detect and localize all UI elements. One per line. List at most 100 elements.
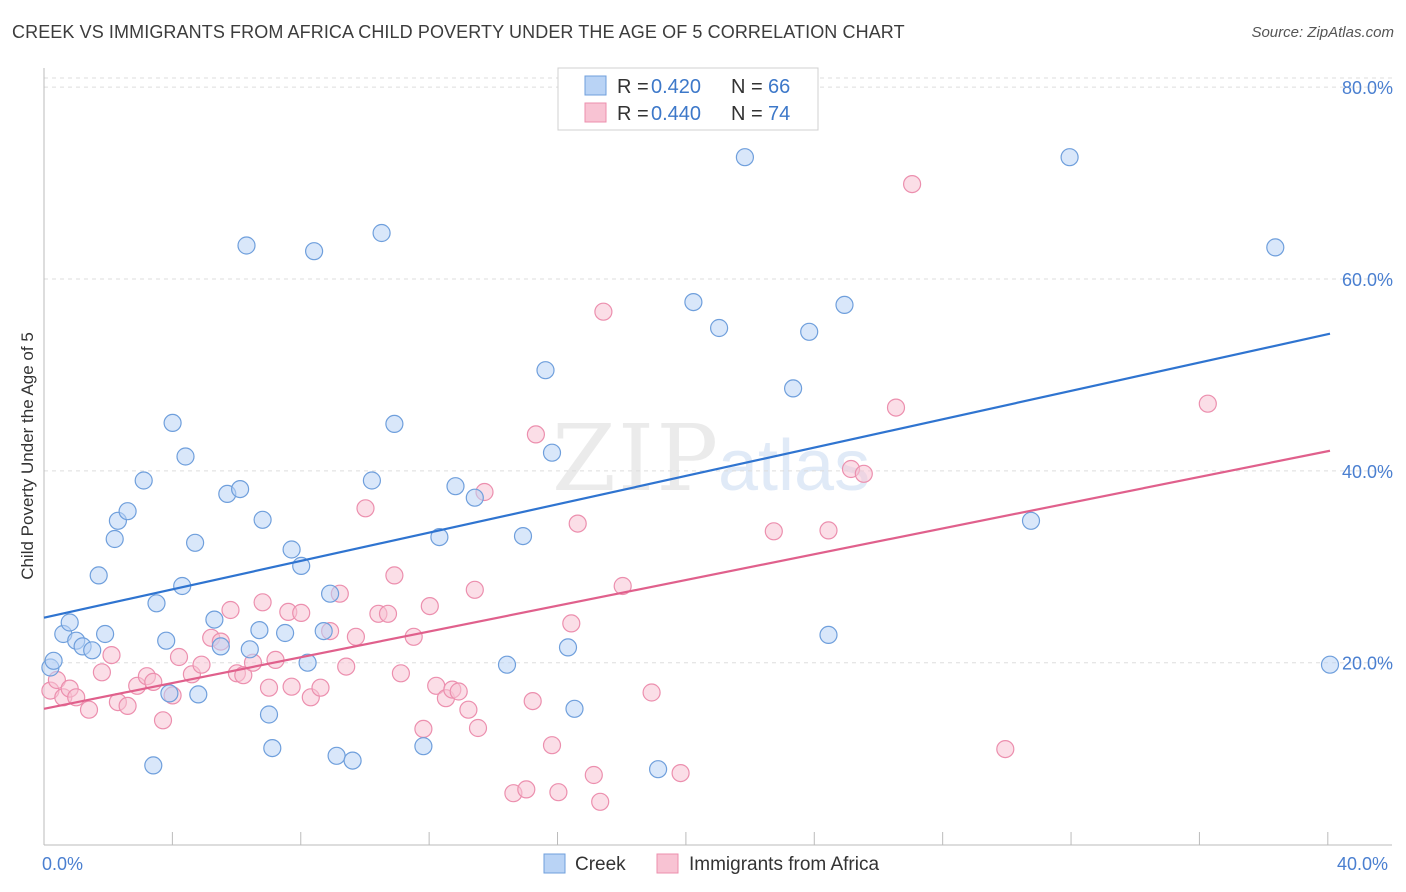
creek-point-53 [565,699,584,718]
africa-point-17 [192,655,211,674]
creek-point-9 [105,529,124,549]
creek-point-47 [465,488,484,507]
bottom-legend-label-creek: Creek [575,854,626,875]
africa-point-29 [292,603,311,623]
africa-point-20 [221,600,240,620]
africa-point-43 [420,596,439,616]
creek-point-64 [1266,238,1285,257]
africa-point-58 [562,614,581,633]
bottom-legend-swatch-creek [543,853,566,874]
legend-r-label-africa: R = [617,103,649,125]
creek-point-45 [430,527,449,547]
creek-point-29 [253,510,272,529]
africa-trend-line [43,449,1331,710]
y-tick-label-20: 20.0% [1342,654,1393,674]
africa-point-40 [391,664,410,683]
creek-point-30 [259,705,279,724]
africa-point-65 [671,763,690,783]
bottom-legend: Creek Immigrants from Africa [543,853,879,875]
creek-point-54 [648,760,668,779]
creek-point-13 [144,756,163,775]
creek-point-37 [314,621,333,641]
africa-point-60 [584,765,603,785]
africa-point-48 [459,700,478,719]
creek-point-11 [118,502,137,521]
x-tick-label-max: 40.0% [1337,854,1388,874]
creek-point-27 [240,640,259,659]
africa-point-73 [1198,394,1217,413]
creek-point-3 [60,613,79,632]
creek-point-21 [189,685,208,704]
creek-point-58 [783,379,803,398]
creek-point-42 [372,223,391,243]
africa-point-26 [266,650,285,670]
africa-point-71 [902,175,922,194]
legend-r-value-creek: 0.420 [651,76,701,98]
x-axis-ticks [43,832,1329,845]
creek-point-6 [83,641,102,660]
africa-point-57 [549,783,568,802]
creek-point-26 [237,236,256,255]
creek-point-23 [211,637,230,656]
creek-point-39 [327,746,346,765]
creek-point-28 [250,620,269,640]
africa-point-5 [79,700,99,719]
africa-point-39 [385,566,404,585]
creek-point-65 [1320,655,1340,674]
africa-point-56 [542,736,562,755]
africa-point-42 [414,719,433,739]
africa-point-38 [378,604,398,623]
bottom-legend-label-africa: Immigrants from Africa [689,854,879,875]
creek-point-49 [513,526,533,546]
y-tick-label-80: 80.0% [1342,78,1393,98]
y-axis-title: Child Poverty Under the Age of 5 [18,332,37,580]
watermark-zip: ZIP [552,405,720,512]
legend-n-value-creek: 66 [768,76,790,98]
africa-point-22 [234,666,253,685]
africa-point-13 [153,711,173,730]
trend-lines [43,332,1331,710]
africa-point-15 [169,647,189,667]
chart-title: CREEK VS IMMIGRANTS FROM AFRICA CHILD PO… [12,22,905,42]
africa-point-50 [468,718,488,738]
creek-point-43 [385,414,404,433]
creek-point-25 [231,480,250,499]
africa-point-59 [568,514,587,533]
africa-point-47 [449,682,468,701]
creek-point-60 [819,625,838,645]
africa-point-69 [854,464,873,483]
creek-point-12 [134,471,153,490]
creek-point-46 [446,477,465,496]
creek-point-22 [205,610,224,629]
legend-r-value-africa: 0.440 [651,103,701,125]
africa-point-62 [594,302,613,321]
creek-point-19 [176,447,195,466]
creek-point-17 [163,413,182,432]
legend-n-label-africa: N = [731,103,763,125]
creek-point-15 [157,631,176,650]
africa-point-54 [523,691,542,711]
gridlines [44,77,1392,664]
africa-point-35 [346,627,365,646]
creek-point-41 [362,471,381,490]
africa-point-61 [591,792,610,811]
creek-point-38 [321,584,340,603]
creek-point-33 [282,540,301,559]
creek-point-44 [414,737,433,756]
creek-point-32 [276,623,295,643]
creek-point-20 [186,533,205,552]
legend-n-label-creek: N = [731,76,763,98]
creek-point-48 [497,655,517,674]
creek-point-61 [835,295,854,314]
africa-point-53 [517,780,536,799]
africa-point-66 [764,522,783,541]
source-label: Source: ZipAtlas.com [1251,24,1394,41]
africa-point-28 [282,677,301,696]
creek-point-62 [1021,511,1041,530]
legend-swatch-africa [584,102,607,123]
creek-point-16 [160,684,179,703]
africa-point-6 [92,663,112,682]
creek-point-52 [558,638,578,657]
africa-point-9 [118,696,137,716]
